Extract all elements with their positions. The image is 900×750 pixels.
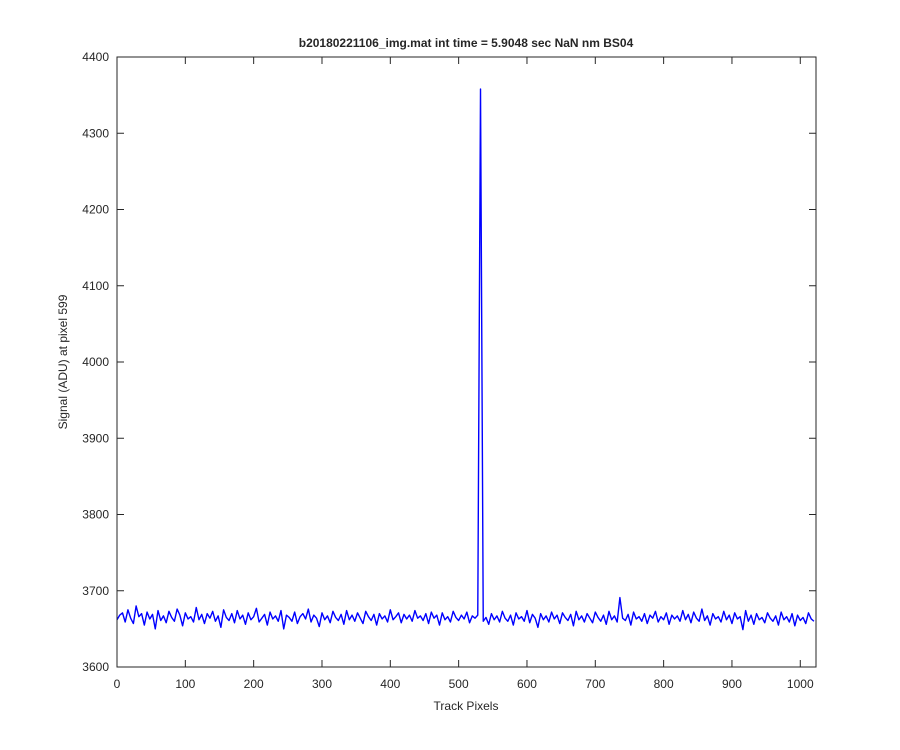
plot-frame [116,56,817,668]
chart-title: b20180221106_img.mat int time = 5.9048 s… [299,36,634,50]
y-tick-label: 3600 [82,660,109,674]
x-axis-label: Track Pixels [434,699,499,713]
data-line [116,88,815,631]
y-tick-label: 4000 [82,355,109,369]
x-tick-label: 500 [449,677,469,691]
y-tick-label: 3800 [82,508,109,522]
x-tick-label: 800 [654,677,674,691]
x-tick-label: 700 [585,677,605,691]
x-tick-label: 900 [722,677,742,691]
x-tick-label: 0 [114,677,121,691]
y-tick-label: 3700 [82,584,109,598]
x-tick-label: 1000 [787,677,814,691]
y-tick-label: 3900 [82,431,109,445]
y-tick-label: 4300 [82,126,109,140]
x-tick-label: 400 [380,677,400,691]
x-tick-label: 300 [312,677,332,691]
y-axis-label: Signal (ADU) at pixel 599 [56,294,70,429]
y-tick-label: 4100 [82,279,109,293]
x-tick-label: 200 [244,677,264,691]
y-tick-label: 4200 [82,203,109,217]
x-tick-label: 600 [517,677,537,691]
x-tick-label: 100 [175,677,195,691]
y-tick-label: 4400 [82,50,109,64]
